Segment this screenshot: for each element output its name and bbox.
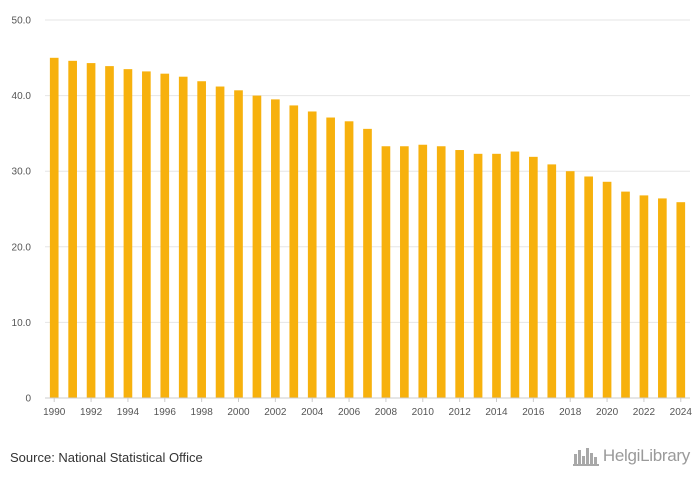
x-tick-label: 2008 xyxy=(375,407,398,418)
x-tick-label: 2020 xyxy=(596,407,619,418)
bar-2007 xyxy=(363,128,372,398)
bar-1996 xyxy=(160,73,170,399)
bar-2021 xyxy=(621,191,630,398)
y-axis-ticks: 0 10.0 20.0 30.0 40.0 50.0 xyxy=(12,16,32,405)
city-skyline-icon xyxy=(572,448,599,466)
y-tick-label: 10.0 xyxy=(12,318,32,329)
bar-1991 xyxy=(68,60,77,398)
x-tick-label: 2018 xyxy=(559,407,582,418)
bar-chart: 010.020.030.040.050.0 1990 1992 1994 1996 19… xyxy=(12,16,693,419)
source-note: Source: National Statistical Office xyxy=(10,450,203,465)
bar-2006 xyxy=(344,121,354,398)
bar-1995 xyxy=(142,71,151,399)
x-tick-label: 1994 xyxy=(117,407,140,418)
bar-2012 xyxy=(455,150,464,398)
x-tick-label: 2016 xyxy=(522,407,545,418)
bar-2017 xyxy=(547,164,557,398)
x-tick-label: 2014 xyxy=(485,407,508,418)
y-tick-label: 20.0 xyxy=(12,242,32,253)
bar-2022 xyxy=(639,195,649,398)
bar-2019 xyxy=(584,176,593,398)
bar-2008 xyxy=(381,146,391,398)
y-tick-label: 50.0 xyxy=(12,16,32,27)
helgilibrary-logo: HelgiLibrary xyxy=(572,446,690,466)
bar-2002 xyxy=(271,99,280,398)
x-tick-label: 2010 xyxy=(412,407,435,418)
bar-2020 xyxy=(602,181,612,398)
x-tick-label: 1998 xyxy=(191,407,214,418)
x-tick-label: 1996 xyxy=(154,407,177,418)
x-tick-label: 2004 xyxy=(301,407,324,418)
bar-2004 xyxy=(307,111,317,398)
y-tick-label: 0 xyxy=(25,394,31,405)
x-tick-label: 2000 xyxy=(227,407,250,418)
x-tick-label: 1990 xyxy=(43,407,66,418)
y-tick-label: 30.0 xyxy=(12,167,32,178)
logo-text: HelgiLibrary xyxy=(602,446,690,465)
x-axis-ticks: 1990 1992 1994 1996 1998 2000 2002 2004 2006 2008… xyxy=(43,398,692,418)
bar-2001 xyxy=(252,95,262,398)
x-tick-label: 1992 xyxy=(80,407,103,418)
bar-1993 xyxy=(105,66,114,398)
bar-series xyxy=(49,57,686,399)
bar-1992 xyxy=(86,63,96,398)
bar-2013 xyxy=(473,153,483,398)
bar-2014 xyxy=(492,153,501,398)
bar-2010 xyxy=(418,144,428,398)
bar-2024 xyxy=(676,202,686,398)
bar-2023 xyxy=(658,198,667,398)
x-tick-label: 2012 xyxy=(449,407,472,418)
bar-2009 xyxy=(400,146,409,398)
bar-2003 xyxy=(289,105,299,398)
bar-2016 xyxy=(529,156,538,398)
bar-1997 xyxy=(178,76,188,398)
bar-2005 xyxy=(326,117,335,399)
bar-1999 xyxy=(215,86,225,398)
bar-1990 xyxy=(49,57,59,399)
bar-2000 xyxy=(234,90,243,399)
x-tick-label: 2006 xyxy=(338,407,361,418)
x-tick-label: 2024 xyxy=(670,407,693,418)
bar-2011 xyxy=(436,146,446,398)
x-tick-label: 2022 xyxy=(633,407,656,418)
bar-2018 xyxy=(565,171,575,398)
bar-1994 xyxy=(123,69,133,398)
bar-1998 xyxy=(197,81,206,399)
x-tick-label: 2002 xyxy=(264,407,287,418)
bar-2015 xyxy=(510,151,520,398)
y-tick-label: 40.0 xyxy=(12,91,32,102)
